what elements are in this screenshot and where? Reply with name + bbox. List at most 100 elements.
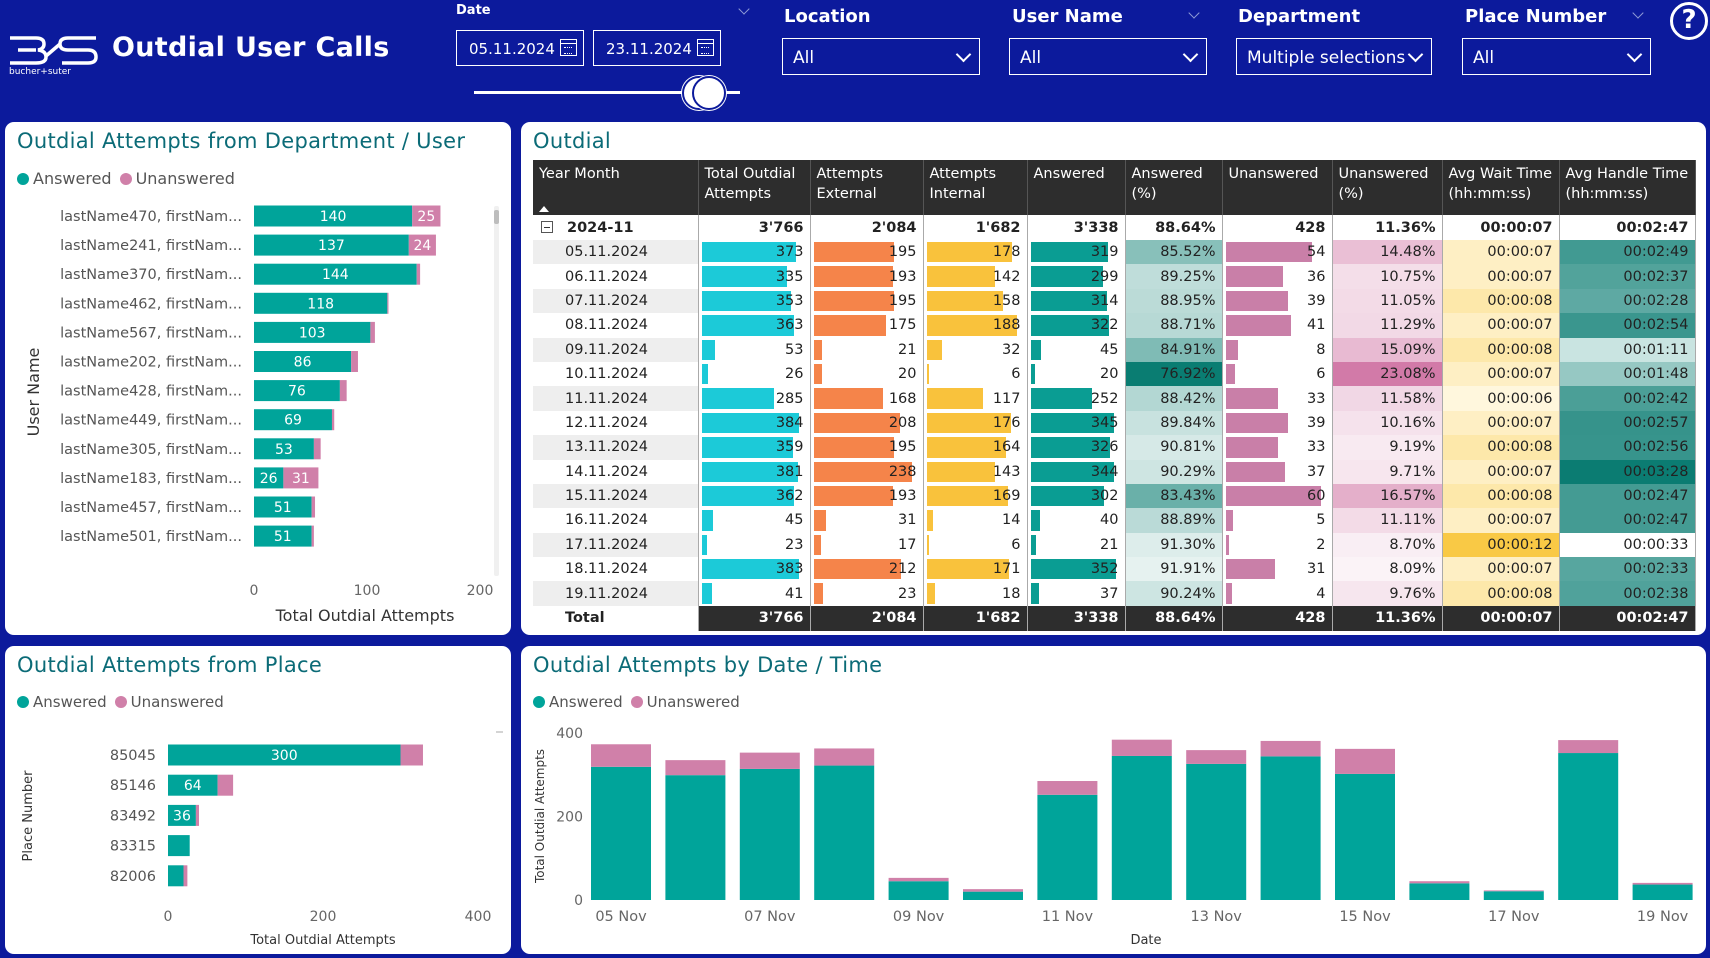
total-attempts-cell: 285 — [698, 386, 811, 411]
user-name-dropdown[interactable]: All — [1009, 38, 1207, 75]
table-row[interactable]: 14.11.2024 381 238 143 344 90.29% 37 9.71% 00:00… — [533, 459, 1696, 484]
table-row[interactable]: 08.11.2024 363 175 188 322 88.71% 41 11.29% 00:0… — [533, 313, 1696, 338]
column-header[interactable]: Year Month — [533, 160, 699, 215]
data-bar — [1225, 242, 1312, 263]
avg-handle-time-cell: 00:02:54 — [1559, 313, 1696, 338]
place-number-slicer-chevron-icon[interactable] — [1632, 7, 1644, 19]
column-header[interactable]: Total Outdial Attempts — [698, 160, 811, 215]
data-bar — [926, 363, 930, 385]
date-cell: 17.11.2024 — [533, 532, 699, 558]
user-bar-answered-label: 53 — [275, 442, 293, 458]
time-bar-answered — [1335, 773, 1395, 900]
user-name-slicer-chevron-icon[interactable] — [1188, 7, 1200, 19]
attempts-internal-cell: 117 — [923, 386, 1028, 411]
answered-percent-cell: 88.42% — [1125, 386, 1223, 411]
attempts-external-cell: 193 — [810, 264, 924, 289]
user-bar-answered — [254, 263, 417, 285]
date-from-input[interactable]: 05.11.2024 — [456, 30, 584, 66]
table-row[interactable]: 07.11.2024 353 195 158 314 88.95% 39 11.05% 00:0… — [533, 288, 1696, 314]
time-x-tick-label: 07 Nov — [744, 909, 796, 925]
legend-answered[interactable]: Answered — [17, 169, 112, 188]
data-bar — [1030, 339, 1042, 360]
total-attempts-cell: 384 — [698, 410, 811, 436]
group-value-cell: 3'338 — [1027, 215, 1126, 240]
table-row[interactable]: 12.11.2024 384 208 176 345 89.84% 39 10.16% 00:0… — [533, 410, 1696, 436]
table-row[interactable]: 10.11.2024 26 20 6 20 76.92% 6 23.08% 00:00:07 00… — [533, 361, 1696, 387]
user-scrollbar-thumb[interactable] — [494, 210, 499, 224]
answered-percent-cell: 88.95% — [1125, 288, 1223, 314]
legend-answered[interactable]: Answered — [533, 693, 623, 711]
column-header[interactable]: Attempts External — [810, 160, 924, 215]
user-bar-answered — [254, 496, 312, 518]
avg-handle-time-cell: 00:02:47 — [1559, 483, 1696, 509]
user-bar-answered-label: 51 — [274, 500, 292, 516]
place-bar-chart: 85045 300 85146 64 83492 36 83315 82006 0 200 400 T… — [21, 731, 503, 948]
table-row[interactable]: 18.11.2024 383 212 171 352 91.91% 31 8.09% 00:00… — [533, 557, 1696, 582]
time-bar-answered — [1186, 763, 1247, 900]
table-row[interactable]: 17.11.2024 23 17 6 21 91.30% 2 8.70% 00:00:12 00:… — [533, 532, 1696, 558]
department-dropdown[interactable]: Multiple selections — [1236, 38, 1432, 75]
group-label-cell: 2024-11 — [533, 215, 699, 240]
place-x-tick-label: 200 — [310, 909, 337, 925]
table-row[interactable]: 06.11.2024 335 193 142 299 89.25% 36 10.75% 00:0… — [533, 264, 1696, 289]
user-bar-answered-label: 137 — [318, 238, 345, 254]
user-category-label: lastName470, firstNam... — [60, 209, 242, 225]
date-range-slider-end-handle[interactable] — [692, 76, 726, 110]
legend-unanswered[interactable]: Unanswered — [114, 693, 224, 711]
unanswered-percent-cell: 9.19% — [1332, 435, 1443, 460]
user-scrollbar-track — [494, 206, 499, 576]
date-slicer-chevron-icon[interactable] — [738, 3, 750, 15]
column-header[interactable]: Unanswered — [1222, 160, 1333, 215]
place-bar-answered — [168, 774, 218, 796]
place-category-label: 83315 — [110, 839, 156, 855]
total-attempts-cell: 362 — [698, 483, 811, 509]
attempts-external-cell: 212 — [810, 557, 924, 582]
data-bar — [701, 534, 708, 556]
data-bar — [813, 388, 884, 409]
calendar-icon[interactable] — [697, 39, 714, 56]
date-to-input[interactable]: 23.11.2024 — [593, 30, 721, 66]
location-dropdown[interactable]: All — [782, 38, 980, 75]
time-bar-unanswered — [591, 744, 651, 767]
table-row[interactable]: 13.11.2024 359 195 164 326 90.81% 33 9.19% 00:00… — [533, 435, 1696, 460]
column-header[interactable]: Answered — [1027, 160, 1126, 215]
legend-dot-icon — [533, 696, 545, 708]
column-header[interactable]: Avg Handle Time (hh:mm:ss) — [1559, 160, 1696, 215]
table-row[interactable]: 19.11.2024 41 23 18 37 90.24% 4 9.76% 00:00:08 00… — [533, 581, 1696, 606]
answered-cell: 40 — [1027, 508, 1126, 533]
avg-handle-time-cell: 00:01:11 — [1559, 337, 1696, 362]
table-row[interactable]: 15.11.2024 362 193 169 302 83.43% 60 16.57% 00:0… — [533, 483, 1696, 509]
place-number-dropdown[interactable]: All — [1462, 38, 1651, 75]
column-header[interactable]: Avg Wait Time (hh:mm:ss) — [1442, 160, 1560, 215]
user-bar-answered — [254, 438, 314, 460]
date-cell: 19.11.2024 — [533, 581, 699, 606]
table-row[interactable]: 16.11.2024 45 31 14 40 88.89% 5 11.11% 00:00:07 0… — [533, 508, 1696, 533]
legend-unanswered[interactable]: Unanswered — [630, 693, 740, 711]
data-bar — [1030, 290, 1107, 312]
header-bar: bucher+suter Outdial User Calls Date 05.… — [0, 0, 1710, 117]
table-row[interactable]: 09.11.2024 53 21 32 45 84.91% 8 15.09% 00:00:08 0… — [533, 337, 1696, 362]
calendar-icon[interactable] — [560, 39, 577, 56]
collapse-icon[interactable] — [541, 220, 553, 233]
time-bar-unanswered — [1632, 882, 1693, 885]
avg-wait-time-cell: 00:00:07 — [1442, 557, 1560, 582]
column-header[interactable]: Unanswered (%) — [1332, 160, 1443, 215]
place-category-label: 85146 — [110, 778, 156, 794]
date-range-slider-track[interactable] — [474, 91, 740, 94]
table-row[interactable]: 11.11.2024 285 168 117 252 88.42% 33 11.58% 00:0… — [533, 386, 1696, 411]
user-chart-title: Outdial Attempts from Department / User — [17, 129, 466, 153]
table-group-row[interactable]: 2024-11 3'766 2'084 1'682 3'338 88.64% 428 11.3… — [533, 215, 1696, 240]
sort-ascending-icon[interactable] — [539, 206, 549, 212]
data-bar — [1030, 242, 1108, 263]
column-header[interactable]: Answered (%) — [1125, 160, 1223, 215]
unanswered-percent-cell: 11.29% — [1332, 313, 1443, 338]
total-value-cell: 00:00:07 — [1442, 605, 1560, 631]
table-row[interactable]: 05.11.2024 373 195 178 319 85.52% 54 14.48% 00:0… — [533, 240, 1696, 265]
unanswered-cell: 36 — [1222, 264, 1333, 289]
total-label-cell: Total — [533, 605, 699, 631]
legend-answered[interactable]: Answered — [17, 693, 107, 711]
column-header[interactable]: Attempts Internal — [923, 160, 1028, 215]
help-icon[interactable]: ? — [1670, 2, 1708, 40]
department-slicer-label: Department — [1238, 6, 1361, 27]
legend-unanswered[interactable]: Unanswered — [119, 169, 235, 188]
